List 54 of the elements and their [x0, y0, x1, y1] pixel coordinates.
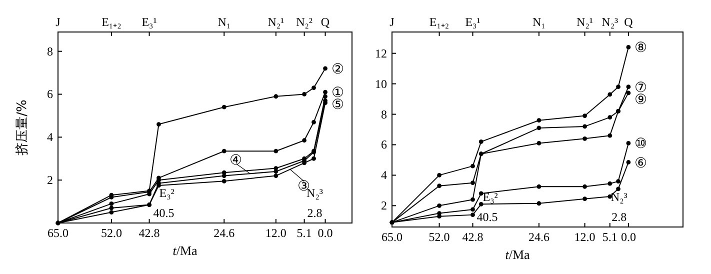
x-tick-label: 42.8 — [138, 226, 160, 240]
y-tick-label: 4 — [381, 168, 387, 182]
text: N₂¹ — [268, 15, 285, 29]
x-tick-label: 65.0 — [382, 230, 402, 244]
text: N₂² — [296, 15, 313, 29]
y-tick-label: 8 — [47, 44, 53, 58]
x-tick-label: 12.0 — [574, 230, 596, 244]
x-tick-label: 12.0 — [265, 226, 286, 240]
y-tick-label: 2 — [47, 173, 53, 188]
x-tick-label: 24.6 — [528, 230, 550, 244]
x-tick-label: 0.0 — [620, 230, 636, 244]
x-tick-label: 24.6 — [214, 226, 235, 240]
y-tick-label: 12 — [375, 46, 387, 60]
annotation: 2.8 — [612, 210, 627, 224]
annotation: 40.5 — [476, 210, 498, 224]
x-axis-title: t/Ma — [172, 243, 198, 258]
text: Q — [624, 15, 634, 29]
x-tick-label: 0.0 — [318, 226, 333, 240]
x-axis-title: t/Ma — [505, 247, 530, 262]
text: J — [390, 15, 395, 29]
series-label: ⑥ — [634, 156, 648, 172]
y-tick-label: 8 — [381, 107, 387, 122]
x-tick-label: 52.0 — [428, 230, 450, 244]
text: J — [56, 15, 61, 29]
annotation: N₂³ — [610, 190, 628, 204]
y-axis-title: 挤压量/% — [15, 100, 30, 156]
text: N₁ — [532, 15, 546, 29]
series-label: ⑨ — [634, 92, 648, 108]
text: N₂¹ — [576, 15, 594, 29]
y-tick-label: 4 — [47, 130, 53, 144]
y-tick-label: 6 — [381, 138, 387, 152]
text: N₂³ — [602, 15, 619, 29]
y-tick-label: 2 — [381, 198, 387, 213]
x-tick-label: 65.0 — [48, 226, 68, 240]
series-label: ② — [331, 62, 344, 78]
annotation: 2.8 — [307, 206, 322, 220]
y-tick-label: 10 — [375, 76, 387, 91]
series-label: ⑩ — [634, 137, 648, 152]
text: E₃¹ — [142, 15, 158, 29]
x-tick-label: 42.8 — [462, 230, 484, 244]
series-label: ④ — [230, 154, 243, 169]
x-tick-label: 52.0 — [100, 226, 122, 240]
text: N₁ — [218, 15, 231, 29]
x-tick-label: 5.1 — [296, 226, 312, 240]
text: E₁₊₂ — [429, 15, 450, 29]
y-tick-label: 6 — [47, 87, 53, 102]
annotation: E₃² — [159, 186, 175, 200]
text: E₃¹ — [465, 15, 481, 29]
annotation: 40.5 — [153, 206, 174, 220]
x-tick-label: 5.1 — [602, 230, 618, 244]
text: Q — [320, 15, 330, 29]
annotation: E₃² — [482, 190, 498, 204]
legend-label: ⑧ — [634, 41, 648, 56]
text: E₁₊₂ — [102, 15, 122, 29]
